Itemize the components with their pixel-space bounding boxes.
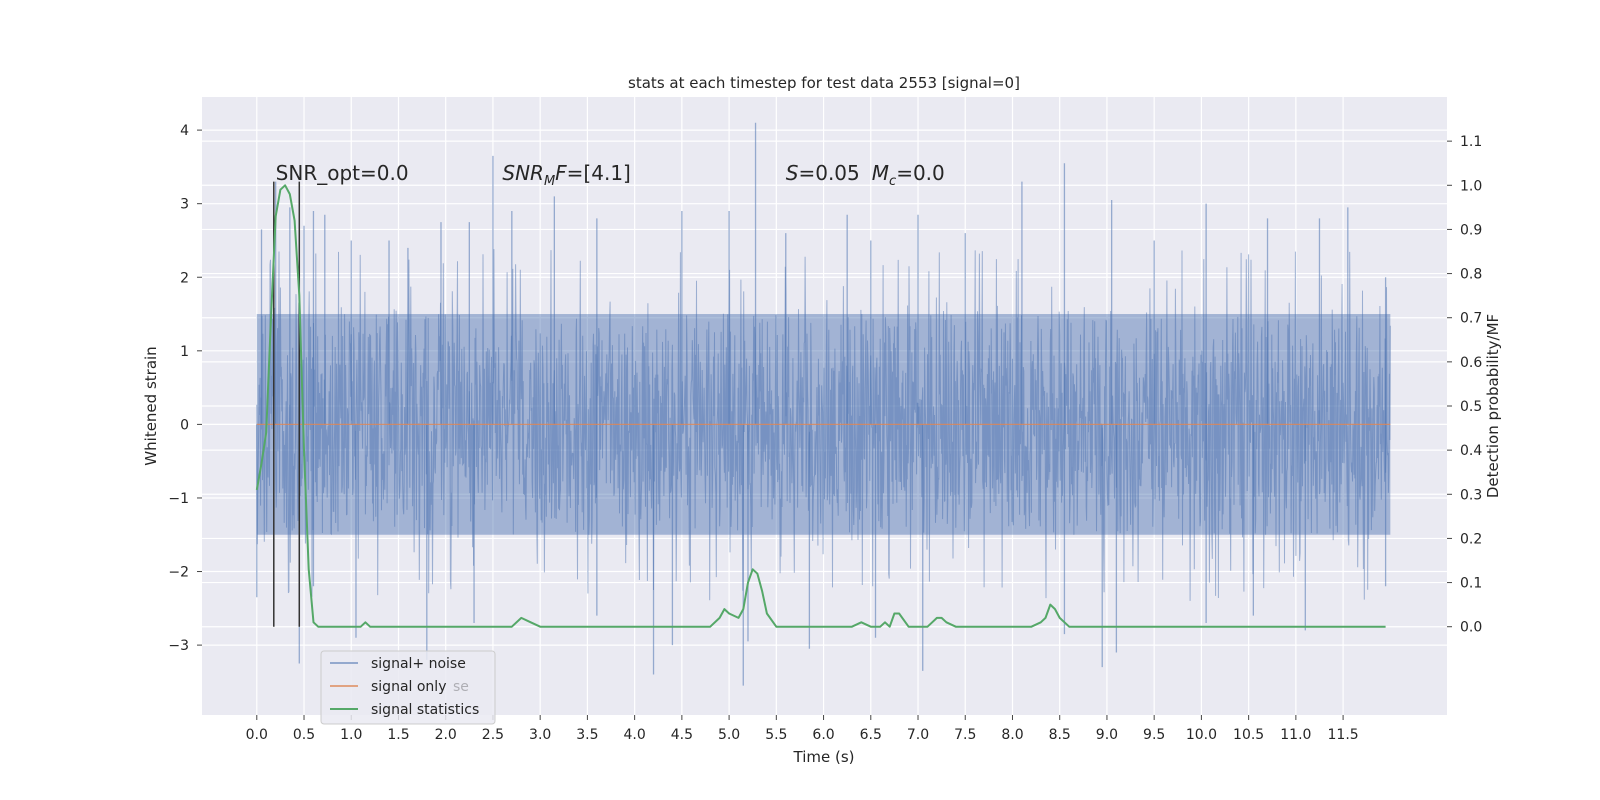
y-axis-ticks: 4 3 2 1 0 −1 −2 −3 xyxy=(168,123,202,654)
x-tick-label: 7.5 xyxy=(954,727,976,743)
x-tick-label: 1.0 xyxy=(340,727,362,743)
signal-noise-trace xyxy=(256,249,1391,601)
annotation-m-sub: c xyxy=(889,174,896,189)
y-tick-label: 2 xyxy=(180,270,189,286)
x-tick-label: 2.5 xyxy=(482,727,504,743)
y-right-tick-label: 1.0 xyxy=(1460,178,1482,194)
x-tick-label: 8.5 xyxy=(1049,727,1071,743)
annotation-snr-mf: SNRMF=[4.1] xyxy=(502,161,630,189)
series-signal-statistics xyxy=(255,184,1386,628)
annotation-s-mc: S=0.05 Mc=0.0 xyxy=(786,161,945,189)
y-right-tick-label: 0.9 xyxy=(1460,222,1482,238)
y-right-tick-label: 0.6 xyxy=(1460,355,1482,371)
legend-label-signal-only-ghost: se xyxy=(453,679,469,695)
y-right-tick-label: 0.4 xyxy=(1460,443,1482,459)
x-tick-label: 9.0 xyxy=(1096,727,1118,743)
x-tick-label: 11.5 xyxy=(1328,727,1359,743)
y-right-tick-label: 0.0 xyxy=(1460,620,1482,636)
annotation-snr-mf-base: SNR xyxy=(502,161,544,185)
y-axis-label: Whitened strain xyxy=(142,346,160,465)
legend-label-signal-noise: signal+ noise xyxy=(371,656,466,672)
x-tick-label: 5.5 xyxy=(765,727,787,743)
x-tick-label: 11.0 xyxy=(1280,727,1311,743)
x-tick-label: 5.0 xyxy=(718,727,740,743)
y-tick-label: −3 xyxy=(168,638,189,654)
x-axis-label: Time (s) xyxy=(793,748,855,766)
annotation-m-label: M xyxy=(872,161,889,185)
annotation-snr-mf-f: F xyxy=(555,161,567,185)
annotation-s-value: =0.05 xyxy=(798,161,859,185)
x-tick-label: 4.5 xyxy=(671,727,693,743)
annotation-snr-mf-sub: M xyxy=(544,174,555,189)
y-right-tick-label: 0.3 xyxy=(1460,487,1482,503)
x-tick-label: 6.0 xyxy=(812,727,834,743)
annotation-snr-opt: SNR_opt=0.0 xyxy=(276,161,409,185)
annotation-m-value: =0.0 xyxy=(896,161,945,185)
y-tick-label: 0 xyxy=(180,417,189,433)
y-axis-right-label: Detection probability/MF xyxy=(1484,314,1502,498)
x-tick-label: 3.5 xyxy=(576,727,598,743)
y-tick-label: −1 xyxy=(168,491,189,507)
x-tick-label: 0.0 xyxy=(246,727,268,743)
legend: signal+ noise se signal only signal stat… xyxy=(320,650,496,725)
x-tick-label: 0.5 xyxy=(293,727,315,743)
x-tick-label: 8.0 xyxy=(1001,727,1023,743)
legend-box xyxy=(320,650,496,725)
legend-label-signal-statistics: signal statistics xyxy=(371,702,479,718)
y-right-tick-label: 0.8 xyxy=(1460,267,1482,283)
x-tick-label: 4.0 xyxy=(623,727,645,743)
y-tick-label: −2 xyxy=(168,565,189,581)
signal-statistics-line xyxy=(255,184,1386,628)
x-tick-label: 3.0 xyxy=(529,727,551,743)
annotation-snr-mf-tail: =[4.1] xyxy=(567,161,631,185)
y-right-tick-label: 0.1 xyxy=(1460,576,1482,592)
x-tick-label: 6.5 xyxy=(860,727,882,743)
y-right-tick-label: 0.7 xyxy=(1460,311,1482,327)
x-tick-label: 10.0 xyxy=(1186,727,1217,743)
x-tick-label: 7.0 xyxy=(907,727,929,743)
y-right-tick-label: 0.2 xyxy=(1460,531,1482,547)
y-tick-label: 3 xyxy=(180,197,189,213)
legend-label-signal-only: signal only xyxy=(371,679,446,695)
x-tick-label: 9.5 xyxy=(1143,727,1165,743)
y-right-tick-label: 1.1 xyxy=(1460,134,1482,150)
y-right-tick-label: 0.5 xyxy=(1460,399,1482,415)
x-tick-label: 10.5 xyxy=(1233,727,1264,743)
y-tick-label: 1 xyxy=(180,344,189,360)
x-tick-label: 2.0 xyxy=(435,727,457,743)
x-tick-label: 1.5 xyxy=(387,727,409,743)
annotation-s-label: S xyxy=(786,161,799,185)
chart-title: stats at each timestep for test data 255… xyxy=(628,74,1020,92)
y-tick-label: 4 xyxy=(180,123,189,139)
y-axis-right-ticks: 1.1 1.0 0.9 0.8 0.7 0.6 0.5 0.4 0.3 0.2 0.1 0.0 xyxy=(1447,134,1482,636)
x-axis-ticks: 0.0 0.5 1.0 1.5 2.0 2.5 3.0 3.5 4.0 4.5 5.0 5.5 6.0 6… xyxy=(246,715,1359,743)
